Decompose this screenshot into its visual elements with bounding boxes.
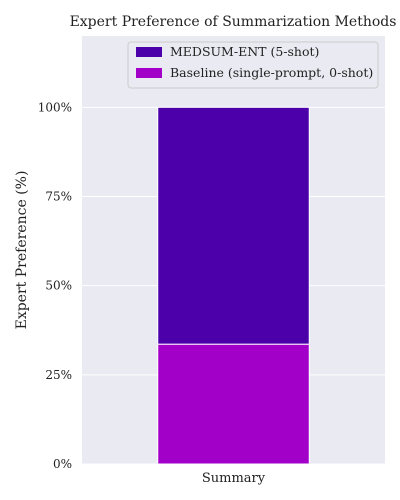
legend-box — [127, 41, 379, 89]
legend: MEDSUM-ENT (5-shot) Baseline (single-prom… — [127, 41, 379, 89]
chart-title: Expert Preference of Summarization Metho… — [70, 14, 397, 30]
legend-swatch — [136, 68, 162, 78]
y-tick-label: 100% — [38, 100, 72, 114]
bar-medsum-ent — [157, 106, 310, 345]
y-tick-label: 25% — [45, 368, 72, 382]
y-axis-label: Expert Preference (%) — [14, 171, 30, 330]
bar-baseline — [157, 343, 310, 465]
y-tick-label: 0% — [53, 457, 72, 471]
y-tick-label: 50% — [45, 279, 72, 293]
legend-label: MEDSUM-ENT (5-shot) — [170, 44, 319, 59]
x-axis-ticks: Summary — [202, 471, 266, 486]
y-tick-label: 75% — [45, 190, 72, 204]
legend-swatch — [136, 47, 162, 57]
y-axis-ticks: 0% 25% 50% 75% 100% — [38, 100, 72, 471]
x-tick-label: Summary — [202, 471, 266, 486]
legend-label: Baseline (single-prompt, 0-shot) — [170, 65, 373, 80]
bars — [157, 106, 310, 465]
